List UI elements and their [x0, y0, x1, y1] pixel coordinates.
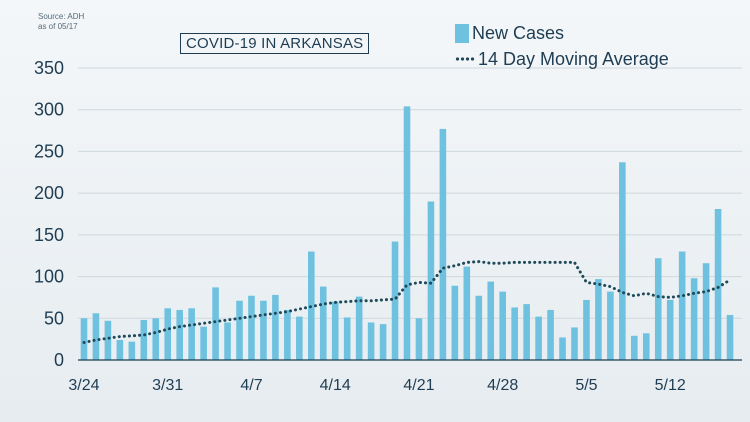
y-tick-label: 150 [34, 225, 64, 245]
bar [331, 301, 339, 360]
legend-dotted-line-swatch [455, 57, 475, 61]
bar [666, 299, 674, 360]
bar [140, 319, 148, 360]
bar [642, 333, 650, 360]
bar [116, 339, 124, 360]
bar [451, 285, 459, 360]
legend-label-new-cases: New Cases [472, 22, 565, 43]
source-date: as of 05/17 [38, 22, 78, 31]
bar [475, 295, 483, 360]
bar [152, 318, 160, 360]
bar [535, 316, 542, 360]
bar [439, 128, 447, 360]
bar [296, 316, 303, 360]
source-note: Source: ADH as of 05/17 [38, 12, 84, 32]
bar [236, 300, 243, 360]
bar [702, 263, 710, 360]
bar [200, 326, 207, 360]
bar [415, 318, 423, 360]
bar [188, 308, 195, 360]
bar [319, 286, 327, 360]
bar [583, 299, 590, 360]
bar [212, 287, 219, 360]
source-line: Source: ADH [38, 12, 85, 21]
bar [487, 281, 495, 360]
x-tick-label: 5/12 [655, 377, 686, 394]
y-tick-label: 200 [34, 183, 64, 203]
bar [607, 291, 614, 360]
x-tick-label: 4/7 [240, 377, 262, 394]
bar [272, 294, 279, 360]
bar [678, 251, 686, 360]
bar [164, 308, 172, 360]
legend-item-moving-average: 14 Day Moving Average [455, 46, 669, 72]
x-tick-label: 3/24 [68, 377, 99, 394]
bar [128, 341, 136, 360]
bar [547, 309, 554, 360]
bar [631, 335, 638, 360]
bar [367, 322, 375, 360]
bar [343, 317, 351, 360]
bar [571, 327, 578, 360]
legend-bar-swatch [455, 23, 469, 43]
bar [654, 258, 662, 360]
legend-label-moving-average: 14 Day Moving Average [478, 48, 669, 69]
y-tick-label: 50 [44, 308, 64, 328]
bar [355, 296, 363, 360]
bar [511, 307, 518, 360]
chart-title: COVID-19 IN ARKANSAS [180, 33, 370, 54]
legend: New Cases 14 Day Moving Average [455, 20, 669, 72]
bar [714, 208, 722, 360]
bar [104, 320, 112, 360]
bar [523, 304, 530, 360]
bar [176, 309, 183, 360]
y-tick-label: 250 [34, 141, 64, 161]
bar [248, 295, 255, 360]
x-tick-label: 4/28 [487, 377, 518, 394]
bar [224, 322, 231, 360]
y-tick-label: 300 [34, 100, 64, 120]
y-tick-label: 350 [34, 58, 64, 78]
bar [726, 314, 734, 360]
bar [690, 278, 698, 360]
y-tick-label: 0 [54, 350, 64, 370]
x-tick-label: 4/21 [403, 377, 434, 394]
bar [619, 162, 626, 360]
bar [595, 279, 602, 360]
moving-average-line [82, 260, 732, 344]
bar [260, 300, 267, 360]
bar [80, 318, 88, 360]
bar [284, 309, 291, 360]
y-tick-label: 100 [34, 267, 64, 287]
bar [427, 201, 435, 360]
bar [391, 241, 399, 360]
bar [379, 324, 387, 360]
bar [499, 291, 506, 360]
bar [403, 106, 411, 361]
bar [92, 313, 100, 360]
bar [463, 266, 471, 360]
x-tick-label: 3/31 [152, 377, 183, 394]
bar [559, 337, 566, 360]
x-tick-label: 4/14 [320, 377, 351, 394]
legend-item-new-cases: New Cases [455, 20, 669, 46]
x-tick-label: 5/5 [575, 377, 597, 394]
